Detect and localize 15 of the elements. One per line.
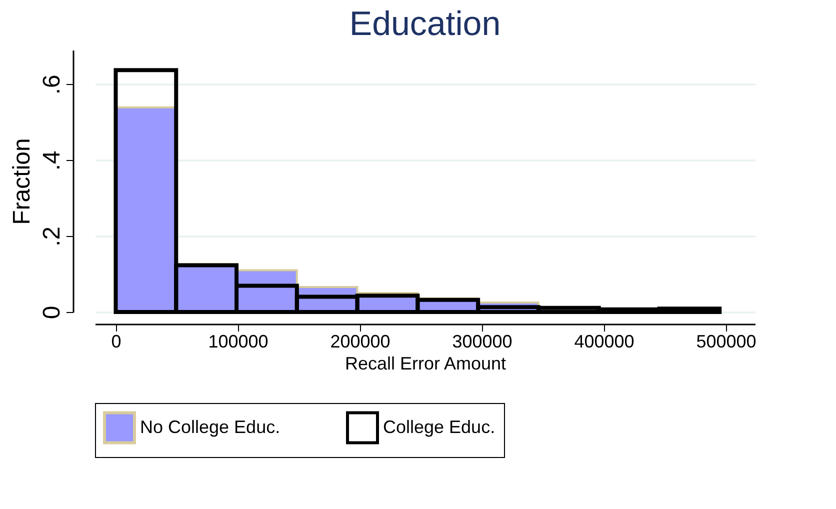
y-tick-label: .6: [38, 74, 66, 95]
x-tick-label: 400000: [574, 332, 634, 352]
x-axis-title: Recall Error Amount: [344, 354, 506, 374]
legend-label: College Educ.: [383, 416, 496, 437]
x-tick-label: 300000: [452, 332, 512, 352]
y-tick-label: .2: [38, 226, 66, 247]
x-tick-label: 500000: [696, 332, 756, 352]
x-tick-label: 100000: [208, 332, 268, 352]
y-axis-title: Fraction: [8, 138, 36, 225]
x-tick-label: 0: [111, 332, 122, 352]
legend-label: No College Educ.: [140, 416, 280, 437]
x-tick-label: 200000: [330, 332, 390, 352]
chart-title: Education: [349, 5, 501, 43]
y-tick-label: .4: [38, 150, 66, 171]
y-tick-label: 0: [38, 306, 66, 320]
